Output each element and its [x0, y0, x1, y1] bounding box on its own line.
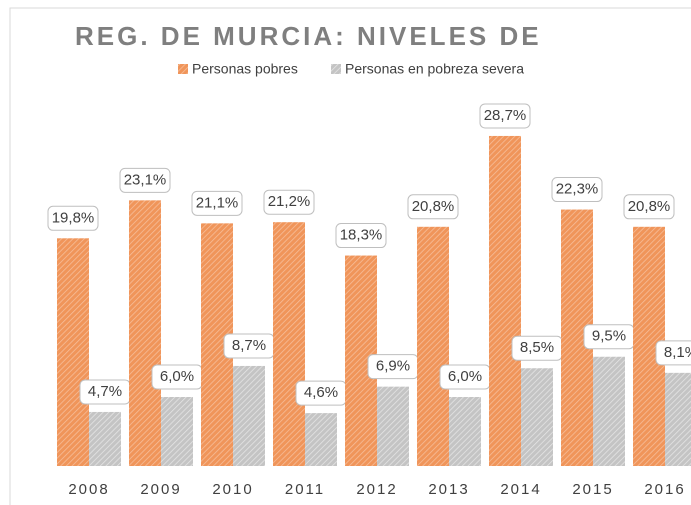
bar	[233, 365, 265, 466]
legend-label: Personas pobres	[192, 61, 298, 77]
data-label: 20,8%	[412, 198, 455, 215]
data-label-box	[47, 205, 99, 231]
bar	[521, 368, 553, 466]
bar	[273, 222, 305, 466]
x-tick-label: 2012	[356, 481, 397, 498]
data-label: 21,1%	[196, 194, 239, 211]
data-label: 28,7%	[484, 107, 527, 124]
bar	[377, 386, 409, 466]
data-label: 18,3%	[340, 227, 383, 244]
legend-swatch	[178, 64, 188, 74]
x-tick-label: 2016	[644, 481, 685, 498]
bar	[489, 135, 521, 466]
data-label-box	[479, 103, 531, 129]
bar	[593, 356, 625, 466]
data-label: 19,8%	[52, 209, 95, 226]
data-label: 6,9%	[376, 358, 410, 375]
legend-label: Personas en pobreza severa	[345, 61, 524, 77]
data-label-box	[551, 177, 603, 203]
bar	[89, 411, 121, 466]
data-label: 21,2%	[268, 193, 311, 210]
data-label: 20,8%	[628, 198, 671, 215]
bar	[57, 238, 89, 466]
x-tick-label: 2011	[285, 481, 325, 498]
bar	[449, 397, 481, 466]
bar	[161, 397, 193, 466]
data-label-box	[623, 194, 675, 220]
data-label: 8,5%	[520, 339, 554, 356]
data-label: 22,3%	[556, 181, 599, 198]
legend-swatch	[331, 64, 341, 74]
x-tick-label: 2010	[212, 481, 253, 498]
data-label: 6,0%	[448, 368, 482, 385]
data-label: 4,7%	[88, 383, 122, 400]
bar	[417, 226, 449, 466]
data-label: 8,7%	[232, 337, 266, 354]
data-label-box	[655, 340, 691, 366]
x-tick-label: 2014	[500, 481, 541, 498]
data-label-box	[407, 194, 459, 220]
bar	[665, 372, 691, 466]
data-label: 6,0%	[160, 368, 194, 385]
chart-title: REG. DE MURCIA: NIVELES DE	[75, 21, 542, 51]
data-label: 8,1%	[664, 344, 691, 361]
x-tick-label: 2015	[572, 481, 613, 498]
bar	[305, 413, 337, 466]
data-label: 9,5%	[592, 328, 626, 345]
data-label-box	[191, 190, 243, 216]
data-label: 4,6%	[304, 384, 338, 401]
data-label-box	[263, 189, 315, 215]
x-tick-label: 2009	[140, 481, 181, 498]
x-tick-label: 2008	[68, 481, 109, 498]
data-label-box	[119, 167, 171, 193]
bar	[129, 200, 161, 466]
x-tick-label: 2013	[428, 481, 469, 498]
data-label-box	[335, 223, 387, 249]
data-label: 23,1%	[124, 171, 167, 188]
